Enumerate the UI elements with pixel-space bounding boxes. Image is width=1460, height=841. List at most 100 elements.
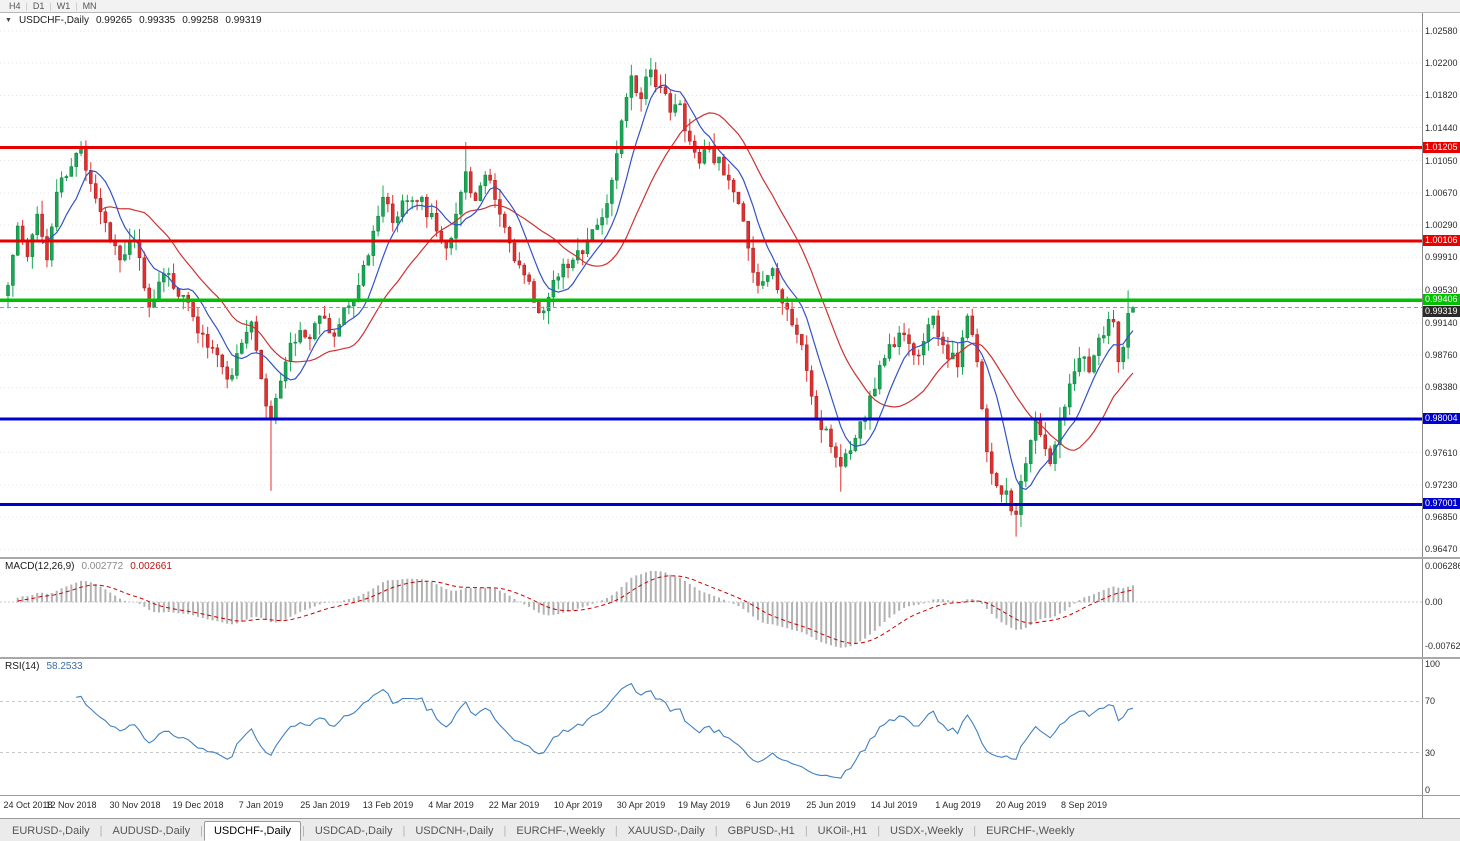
level-lines[interactable] xyxy=(0,146,1422,506)
chart-tab-eurusd-daily[interactable]: EURUSD-,Daily xyxy=(12,824,90,837)
tab-separator: | xyxy=(714,824,718,837)
tab-separator: | xyxy=(402,824,406,837)
chart-tab-usdcnh-daily[interactable]: USDCNH-,Daily xyxy=(415,824,494,837)
price-level-label: 0.97001 xyxy=(1423,498,1460,509)
grid-layer xyxy=(0,30,1422,550)
date-label: 30 Nov 2018 xyxy=(109,800,161,810)
price-tick: 0.97230 xyxy=(1425,480,1458,490)
rsi-axis-tick: 70 xyxy=(1425,696,1436,706)
price-tick: 1.00290 xyxy=(1425,220,1458,230)
price-tick: 0.96850 xyxy=(1425,512,1458,522)
candles-layer xyxy=(6,58,1135,537)
rsi-indicator-label: RSI(14) xyxy=(5,661,40,672)
rsi-axis-tick: 30 xyxy=(1425,748,1436,758)
rsi-axis-tick: 100 xyxy=(1425,659,1441,669)
rsi-value: 58.2533 xyxy=(46,661,83,672)
macd-panel-row: MACD(12,26,9) 0.002772 0.002661 0.006286… xyxy=(0,559,1460,657)
rsi-panel-row: RSI(14) 58.2533 100 70 30 0 xyxy=(0,659,1460,795)
price-panel[interactable]: ▼ USDCHF-,Daily 0.99265 0.99335 0.99258 … xyxy=(0,13,1422,557)
macd-indicator-label: MACD(12,26,9) xyxy=(5,561,75,572)
panel-splitter[interactable] xyxy=(0,557,1460,559)
timeframe-button-w1[interactable]: W1 xyxy=(56,1,71,11)
macd-axis-tick: -0.00762 xyxy=(1425,641,1460,651)
price-level-label: 0.99406 xyxy=(1423,294,1460,305)
price-tick: 0.99140 xyxy=(1425,318,1458,328)
macd-main-value: 0.002772 xyxy=(81,561,124,572)
current-price-label: 0.99319 xyxy=(1423,306,1460,317)
date-label: 22 Mar 2019 xyxy=(488,800,540,810)
tab-separator: | xyxy=(99,824,103,837)
price-tick: 1.02200 xyxy=(1425,58,1458,68)
tab-separator: | xyxy=(614,824,618,837)
date-label: 30 Apr 2019 xyxy=(616,800,666,810)
rsi-axis: 100 70 30 0 xyxy=(1422,659,1460,795)
tab-separator: | xyxy=(301,824,305,837)
date-label: 25 Jun 2019 xyxy=(806,800,856,810)
chart-tab-usdx-weekly[interactable]: USDX-,Weekly xyxy=(890,824,964,837)
price-tick: 1.01440 xyxy=(1425,123,1458,133)
price-tick: 1.02580 xyxy=(1425,26,1458,36)
macd-panel[interactable]: MACD(12,26,9) 0.002772 0.002661 xyxy=(0,559,1422,657)
price-tick: 0.99910 xyxy=(1425,252,1458,262)
timeframe-button-h4[interactable]: H4 xyxy=(9,1,21,11)
date-label: 7 Jan 2019 xyxy=(238,800,284,810)
timeframe-button-mn[interactable]: MN xyxy=(82,1,97,11)
ohlc-open: 0.99265 xyxy=(95,15,133,26)
chart-symbol-label: USDCHF-,Daily xyxy=(18,15,89,26)
date-label: 13 Feb 2019 xyxy=(362,800,414,810)
chart-tab-eurchf-weekly[interactable]: EURCHF-,Weekly xyxy=(986,824,1075,837)
macd-axis: 0.006286 0.00 -0.00762 xyxy=(1422,559,1460,657)
panel-splitter[interactable] xyxy=(0,657,1460,659)
date-label: 24 Oct 2018 xyxy=(3,800,53,810)
rsi-panel[interactable]: RSI(14) 58.2533 xyxy=(0,659,1422,795)
timeframe-button-d1[interactable]: D1 xyxy=(32,1,45,11)
date-label: 25 Jan 2019 xyxy=(300,800,350,810)
ohlc-high: 0.99335 xyxy=(139,15,176,26)
time-axis[interactable]: 24 Oct 2018 12 Nov 2018 30 Nov 2018 19 Dec … xyxy=(0,796,1422,818)
chart-tab-bar: EURUSD-,Daily | AUDUSD-,Daily | USDCHF-,Dail… xyxy=(0,818,1460,841)
toolbar-separator: | xyxy=(25,1,28,11)
chart-tab-xauusd-daily[interactable]: XAUUSD-,Daily xyxy=(627,824,705,837)
axis-corner xyxy=(1422,796,1460,818)
price-panel-row: ▼ USDCHF-,Daily 0.99265 0.99335 0.99258 … xyxy=(0,13,1460,557)
price-tick: 0.96470 xyxy=(1425,544,1458,554)
rsi-axis-tick: 0 xyxy=(1425,785,1431,795)
chart-tab-audusd-daily[interactable]: AUDUSD-,Daily xyxy=(112,824,191,837)
macd-signal-line xyxy=(17,575,1134,644)
rsi-line xyxy=(76,682,1134,779)
price-tick: 0.98760 xyxy=(1425,350,1458,360)
chart-tab-usdcad-daily[interactable]: USDCAD-,Daily xyxy=(314,824,393,837)
chart-title: ▼ USDCHF-,Daily 0.99265 0.99335 0.99258 … xyxy=(5,15,262,26)
date-label: 20 Aug 2019 xyxy=(995,800,1047,810)
chart-tab-eurchf-weekly[interactable]: EURCHF-,Weekly xyxy=(516,824,605,837)
ma-slow-line xyxy=(100,112,1134,451)
toolbar-separator: | xyxy=(49,1,52,11)
date-label: 14 Jul 2019 xyxy=(870,800,918,810)
macd-signal-value: 0.002661 xyxy=(130,561,172,572)
tab-separator: | xyxy=(804,824,808,837)
price-tick: 0.98380 xyxy=(1425,382,1458,392)
macd-chart-svg[interactable] xyxy=(0,559,1422,657)
chart-tab-ukoil-h1[interactable]: UKOil-,H1 xyxy=(817,824,868,837)
price-tick: 1.01050 xyxy=(1425,156,1458,166)
date-label: 19 Dec 2018 xyxy=(172,800,224,810)
macd-histogram xyxy=(16,570,1134,648)
date-label: 4 Mar 2019 xyxy=(428,800,474,810)
price-axis: 1.02580 1.02200 1.01820 1.01440 1.01050 1.006… xyxy=(1422,13,1460,557)
macd-axis-tick: 0.006286 xyxy=(1425,561,1460,571)
tab-separator: | xyxy=(503,824,507,837)
collapse-chart-icon[interactable]: ▼ xyxy=(5,17,12,24)
price-tick: 0.97610 xyxy=(1425,448,1458,458)
price-chart-svg[interactable] xyxy=(0,13,1422,557)
price-level-label: 1.01205 xyxy=(1423,142,1460,153)
timeframe-toolbar: H4 | D1 | W1 | MN xyxy=(0,0,1460,13)
chart-tab-usdchf-daily[interactable]: USDCHF-,Daily xyxy=(203,820,301,841)
price-tick: 1.00670 xyxy=(1425,188,1458,198)
chart-tab-gbpusd-h1[interactable]: GBPUSD-,H1 xyxy=(727,824,795,837)
ohlc-low: 0.99258 xyxy=(182,15,219,26)
rsi-title: RSI(14) 58.2533 xyxy=(5,661,83,672)
date-label: 19 May 2019 xyxy=(677,800,731,810)
toolbar-separator: | xyxy=(75,1,78,11)
rsi-chart-svg[interactable] xyxy=(0,659,1422,795)
